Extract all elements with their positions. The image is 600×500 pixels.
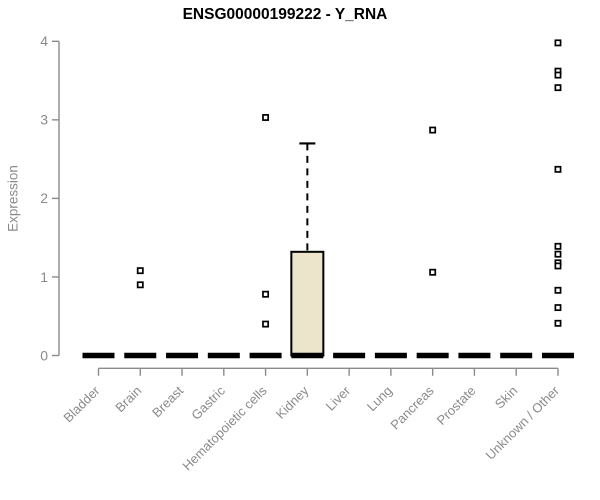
x-tick-label: Prostate <box>434 383 479 428</box>
x-tick-label: Breast <box>149 383 186 420</box>
x-tick-label: Unknown / Other <box>483 383 563 463</box>
outlier-point <box>554 304 562 312</box>
outlier-point <box>554 84 562 92</box>
outlier-point <box>136 281 144 289</box>
box <box>290 250 325 357</box>
y-tick-label: 1 <box>40 269 48 285</box>
outlier-point <box>554 286 562 294</box>
outlier-point <box>429 126 437 134</box>
outlier-point <box>554 165 562 173</box>
chart-title: ENSG00000199222 - Y_RNA <box>182 6 388 23</box>
outlier-point <box>554 319 562 327</box>
outlier-point <box>554 71 562 79</box>
y-tick-label: 3 <box>40 112 48 128</box>
median-line <box>291 352 324 359</box>
median-line <box>500 352 533 359</box>
outlier-point <box>554 39 562 47</box>
outlier-point <box>554 250 562 258</box>
outlier-point <box>554 262 562 270</box>
median-line <box>541 352 574 359</box>
outlier-point <box>136 267 144 275</box>
y-tick-label: 2 <box>40 190 48 206</box>
x-tick-label: Pancreas <box>387 383 437 433</box>
outlier-point <box>262 320 270 328</box>
median-line <box>333 352 366 359</box>
median-line <box>207 352 240 359</box>
x-tick-label: Skin <box>492 383 520 411</box>
median-line <box>416 352 449 359</box>
outlier-point <box>429 268 437 276</box>
median-line <box>124 352 157 359</box>
outlier-point <box>262 114 270 121</box>
x-tick-label: Lung <box>364 383 395 414</box>
x-tick-label: Kidney <box>273 383 312 422</box>
x-tick-label: Brain <box>112 383 144 415</box>
median-line <box>166 352 199 359</box>
outlier-point <box>262 290 270 298</box>
outlier-point <box>554 242 562 250</box>
y-tick-label: 0 <box>40 347 48 363</box>
x-tick-label: Liver <box>323 383 354 414</box>
y-tick-label: 4 <box>40 33 48 49</box>
x-tick-label: Bladder <box>60 383 103 426</box>
median-line <box>82 352 115 359</box>
median-line <box>249 352 282 359</box>
median-line <box>374 352 407 359</box>
median-line <box>458 352 491 359</box>
x-tick-label: Gastric <box>188 383 228 423</box>
